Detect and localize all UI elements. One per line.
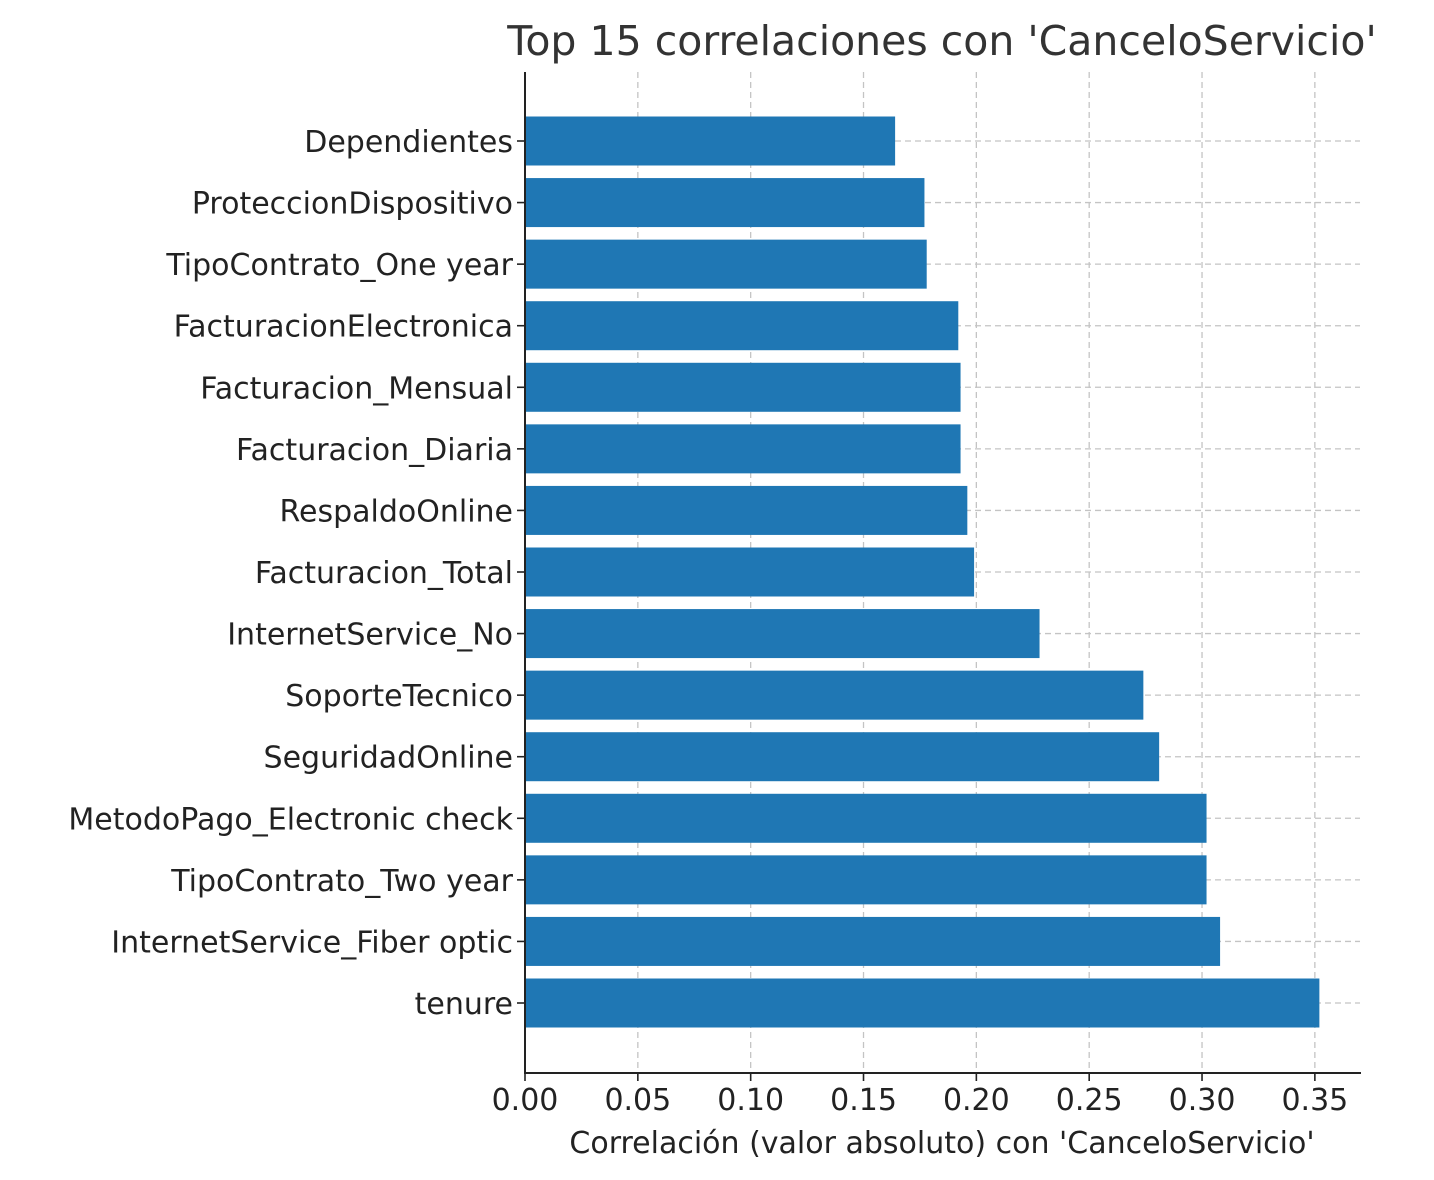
x-tick-label: 0.30 xyxy=(1169,1083,1236,1118)
category-label: InternetService_No xyxy=(227,618,513,653)
category-label: TipoContrato_Two year xyxy=(170,864,513,899)
category-label: SoporteTecnico xyxy=(285,679,513,714)
bars xyxy=(525,116,1320,1028)
bar xyxy=(525,301,959,351)
bar xyxy=(525,978,1320,1028)
bar xyxy=(525,362,961,412)
bar xyxy=(525,116,896,166)
grid-lines xyxy=(525,72,1360,1073)
category-label: Dependientes xyxy=(304,125,513,160)
category-label: MetodoPago_Electronic check xyxy=(68,802,513,837)
x-tick-label: 0.15 xyxy=(830,1083,897,1118)
category-label: tenure xyxy=(415,987,513,1022)
x-axis-ticks: 0.00 0.05 0.10 0.15 0.20 0.25 0.30 0.35 xyxy=(492,1073,1348,1118)
x-tick-label: 0.00 xyxy=(492,1083,559,1118)
category-label: TipoContrato_One year xyxy=(165,248,513,283)
x-tick-label: 0.05 xyxy=(604,1083,671,1118)
bar xyxy=(525,609,1040,659)
chart-title: Top 15 correlaciones con 'CanceloServici… xyxy=(506,17,1376,65)
category-labels: Dependientes ProteccionDispositivo TipoCon… xyxy=(68,125,525,1022)
bar xyxy=(525,855,1207,905)
category-label: InternetService_Fiber optic xyxy=(111,925,513,960)
bar xyxy=(525,916,1221,966)
category-label: RespaldoOnline xyxy=(279,494,513,529)
bar xyxy=(525,239,927,289)
category-label: Facturacion_Diaria xyxy=(236,433,513,468)
bar xyxy=(525,547,975,597)
bar xyxy=(525,178,925,228)
bar xyxy=(525,424,961,474)
category-label: ProteccionDispositivo xyxy=(192,187,513,222)
category-label: Facturacion_Total xyxy=(255,556,513,591)
category-label: FacturacionElectronica xyxy=(174,310,513,345)
x-tick-label: 0.20 xyxy=(943,1083,1010,1118)
bar xyxy=(525,732,1160,782)
category-label: Facturacion_Mensual xyxy=(200,371,513,406)
x-tick-label: 0.35 xyxy=(1281,1083,1348,1118)
category-label: SeguridadOnline xyxy=(264,741,513,776)
x-tick-label: 0.25 xyxy=(1056,1083,1123,1118)
bar xyxy=(525,793,1207,843)
bar xyxy=(525,670,1144,720)
x-tick-label: 0.10 xyxy=(717,1083,784,1118)
bar xyxy=(525,485,968,535)
x-axis-label: Correlación (valor absoluto) con 'Cancel… xyxy=(569,1126,1314,1161)
